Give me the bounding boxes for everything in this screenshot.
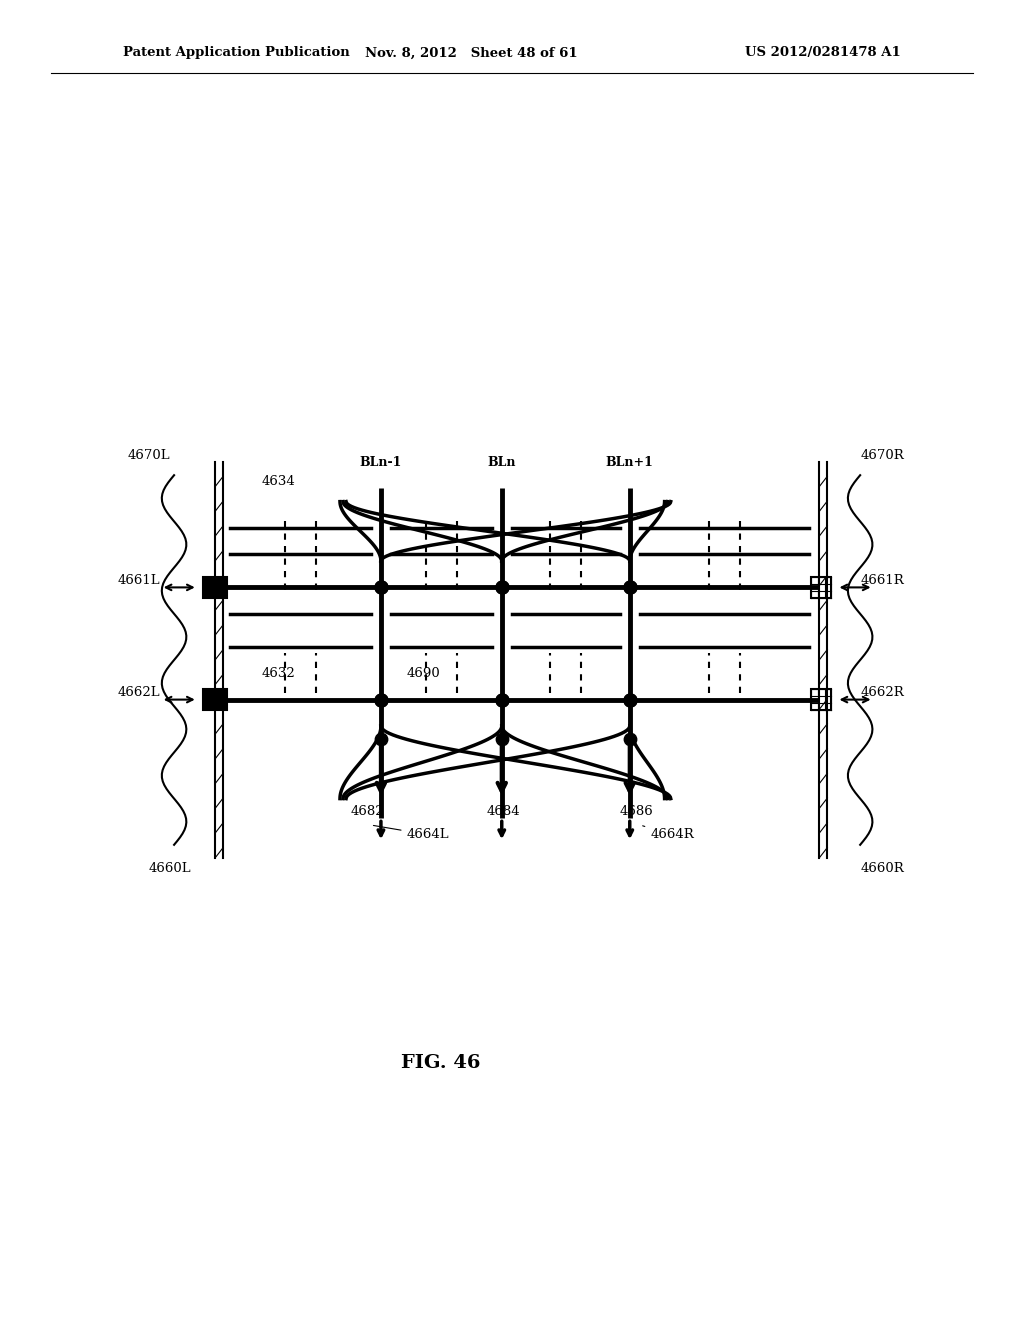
Point (373, 689, 389, 710)
Text: 4682: 4682 (350, 805, 384, 818)
Point (494, 689, 510, 710)
Text: 4664L: 4664L (374, 825, 450, 841)
Text: BLn-1: BLn-1 (359, 455, 402, 469)
Text: Patent Application Publication: Patent Application Publication (123, 46, 349, 59)
Text: 4686: 4686 (620, 805, 653, 818)
Point (622, 689, 638, 710)
Text: 4690: 4690 (407, 667, 440, 680)
Point (494, 577, 510, 598)
Point (373, 689, 389, 710)
Text: 4670R: 4670R (860, 449, 904, 462)
Text: 4670L: 4670L (128, 449, 171, 462)
Text: US 2012/0281478 A1: US 2012/0281478 A1 (745, 46, 901, 59)
Point (494, 689, 510, 710)
Text: BLn: BLn (487, 455, 516, 469)
Text: 4662R: 4662R (860, 686, 904, 700)
Text: 4660R: 4660R (860, 862, 904, 875)
Point (622, 577, 638, 598)
Point (622, 689, 638, 710)
Text: 4661R: 4661R (860, 574, 904, 587)
Point (622, 577, 638, 598)
Point (494, 577, 510, 598)
Point (373, 729, 389, 750)
Text: 4664R: 4664R (643, 826, 694, 841)
Text: 4661L: 4661L (118, 574, 161, 587)
Point (373, 577, 389, 598)
Point (622, 729, 638, 750)
Bar (203, 577, 227, 598)
Bar (811, 577, 831, 598)
Text: BLn+1: BLn+1 (606, 455, 653, 469)
Point (373, 577, 389, 598)
Text: 4632: 4632 (261, 667, 295, 680)
Point (494, 729, 510, 750)
Text: 4660L: 4660L (148, 862, 191, 875)
Bar (811, 689, 831, 710)
Text: Nov. 8, 2012   Sheet 48 of 61: Nov. 8, 2012 Sheet 48 of 61 (365, 46, 578, 59)
Text: 4684: 4684 (486, 805, 520, 818)
Text: 4634: 4634 (261, 475, 295, 488)
Bar (203, 689, 227, 710)
Text: 4662L: 4662L (118, 686, 161, 700)
Text: FIG. 46: FIG. 46 (400, 1053, 480, 1072)
